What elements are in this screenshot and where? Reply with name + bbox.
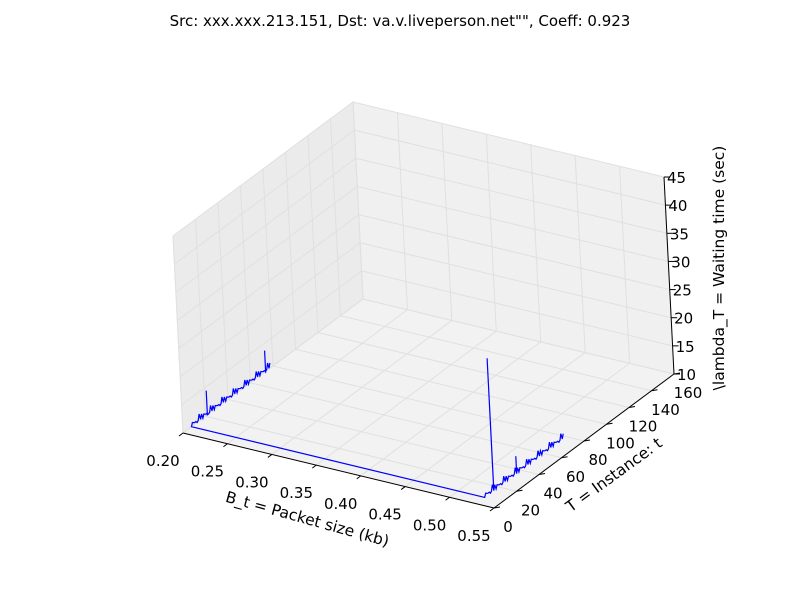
z-axis-line	[663, 176, 675, 375]
y-tick-label: 80	[588, 451, 607, 469]
grid-line-z-left	[178, 214, 360, 349]
grid-line-y-left	[307, 135, 319, 333]
grid-line-z-back	[355, 157, 667, 234]
z-tick-label: 15	[676, 338, 695, 356]
y-tick-mark	[538, 473, 546, 475]
y-tick-label: 0	[503, 518, 513, 536]
grid-line-y-left	[195, 219, 206, 417]
z-axis-label: \lambda_T = Waiting time (sec)	[710, 146, 729, 391]
chart-title: Src: xxx.xxx.213.151, Dst: va.v.livepers…	[170, 12, 631, 30]
grid-line-y-left	[330, 118, 341, 316]
y-tick-mark	[651, 389, 658, 392]
z-tick-label: 10	[677, 366, 696, 384]
grid-line-z-left	[176, 186, 358, 321]
grid-line-x-back	[485, 134, 497, 332]
grid-line-y-floor	[317, 332, 630, 408]
grid-line-x-back	[441, 123, 453, 321]
x-tick-mark	[178, 432, 184, 437]
grid-line-y-left	[240, 185, 251, 383]
x-tick-mark	[400, 486, 406, 490]
x-tick-label: 0.45	[368, 506, 401, 524]
y-tick-mark	[628, 406, 636, 408]
grid-line-x-back	[530, 144, 542, 342]
tick-labels: 0.200.250.300.350.400.450.500.55 02040608…	[146, 169, 702, 545]
grid-line-y-floor	[227, 399, 540, 475]
grid-line-z-left	[172, 101, 354, 237]
x-axis-line	[182, 432, 495, 509]
grid-line-y-floor	[205, 415, 517, 492]
z-tick-label: 45	[667, 169, 686, 187]
y-tick-label: 160	[674, 384, 703, 402]
grid-line-z-left	[175, 157, 357, 293]
grid-line-z-back	[360, 242, 672, 319]
x-tick-mark	[489, 507, 495, 512]
grid-line-z-left	[174, 129, 355, 265]
grid-line-z-back	[352, 101, 665, 178]
y-tick-label: 40	[543, 485, 562, 503]
y-tick-label: 140	[651, 401, 680, 419]
y-tick-mark	[606, 422, 613, 425]
z-tick-label: 25	[673, 282, 692, 300]
z-tick-label: 35	[670, 225, 689, 243]
grid-line-z-back	[362, 298, 675, 375]
z-tick-label: 30	[671, 253, 690, 271]
x-tick-label: 0.40	[324, 495, 357, 513]
grid-line-z-back	[357, 185, 669, 262]
grid-line-x-back	[396, 112, 408, 310]
grid-line-z-left	[179, 242, 361, 378]
x-tick-label: 0.30	[235, 473, 268, 491]
y-tick-label: 120	[629, 418, 658, 436]
grid-line-y-floor	[295, 348, 607, 425]
grid-line-y-left	[217, 202, 229, 400]
x-tick-label: 0.35	[280, 484, 313, 502]
grid-line-y-floor	[250, 382, 562, 459]
y-tick-mark	[583, 439, 591, 442]
grid-line-y-floor	[340, 315, 652, 392]
tick-marks	[178, 176, 681, 512]
series-line	[190, 350, 564, 499]
grid-line-y-left	[262, 168, 274, 367]
x-tick-label: 0.50	[413, 516, 446, 534]
grid-line-z-left	[181, 270, 362, 406]
grid-line-x-back	[574, 155, 586, 353]
x-tick-label: 0.25	[191, 463, 224, 481]
x-tick-mark	[356, 475, 362, 480]
y-tick-mark	[561, 456, 568, 459]
y-tick-label: 100	[606, 434, 635, 452]
y-tick-label: 20	[521, 501, 540, 519]
grid-line-y-floor	[272, 365, 585, 442]
grid-line-x-back	[619, 166, 631, 364]
grid-line-z-back	[358, 214, 670, 291]
z-tick-label: 40	[668, 197, 687, 215]
data-series	[190, 350, 564, 499]
x-tick-label: 0.55	[457, 527, 490, 545]
grid-line-z-back	[354, 129, 666, 206]
x-tick-mark	[223, 443, 228, 448]
grid-line-y-left	[172, 235, 184, 434]
x-tick-mark	[311, 464, 317, 469]
x-tick-label: 0.20	[146, 452, 179, 470]
x-tick-mark	[445, 496, 450, 501]
grid-line-z-left	[182, 298, 364, 434]
grid-line-y-left	[285, 152, 296, 350]
z-tick-label: 20	[674, 310, 693, 328]
y-tick-mark	[493, 506, 501, 509]
y-tick-mark	[516, 489, 523, 492]
x-tick-mark	[267, 454, 273, 458]
grid-line-y-left	[352, 101, 364, 300]
grid-line-z-back	[361, 270, 673, 347]
y-tick-label: 60	[566, 468, 585, 486]
